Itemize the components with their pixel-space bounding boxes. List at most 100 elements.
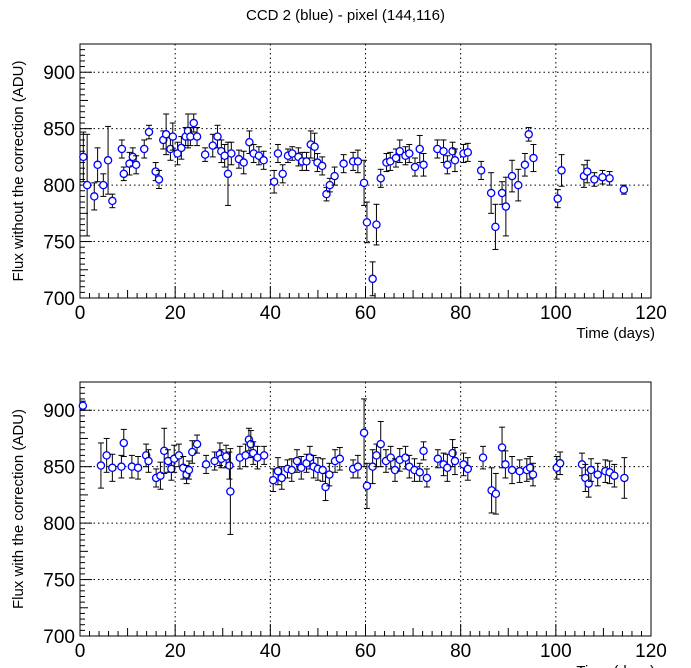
data-point — [317, 161, 327, 171]
data-point — [593, 470, 602, 479]
data-point — [297, 463, 306, 473]
data-point — [102, 451, 111, 460]
data-point — [302, 157, 311, 166]
y-tick-label: 850 — [43, 120, 75, 141]
data-series — [78, 398, 629, 535]
data-point — [273, 466, 283, 476]
data-point — [362, 218, 372, 227]
data-point — [582, 167, 592, 176]
data-point — [395, 146, 405, 156]
data-point — [520, 160, 530, 170]
data-point — [619, 185, 629, 194]
data-point — [201, 460, 211, 469]
data-point — [359, 428, 369, 438]
data-point — [491, 222, 500, 232]
data-point — [515, 466, 524, 476]
data-point — [590, 175, 599, 184]
x-tick-label: 0 — [75, 641, 86, 662]
x-tick-label: 40 — [260, 303, 281, 324]
data-point — [287, 149, 297, 158]
data-point — [79, 152, 88, 162]
x-axis-title: Time (days) — [576, 663, 655, 668]
data-point — [620, 473, 629, 483]
data-point — [448, 448, 457, 458]
data-point — [151, 167, 160, 176]
plot-frame — [79, 43, 652, 299]
data-point — [188, 447, 197, 457]
data-point — [586, 465, 596, 475]
y-tick-label: 700 — [43, 289, 75, 310]
data-point — [278, 169, 287, 179]
x-tick-label: 0 — [75, 303, 86, 324]
data-point — [310, 142, 319, 151]
y-tick-label: 700 — [43, 627, 75, 648]
data-point — [117, 462, 126, 471]
data-point — [463, 464, 473, 474]
x-tick-label: 60 — [355, 303, 376, 324]
data-point — [528, 470, 538, 479]
x-tick-label: 60 — [355, 641, 376, 662]
data-point — [422, 473, 432, 483]
data-point — [144, 127, 154, 137]
data-point — [557, 166, 566, 175]
data-point — [226, 487, 235, 496]
x-tick-label: 80 — [450, 303, 471, 324]
data-point — [154, 175, 164, 184]
data-point — [287, 465, 296, 475]
data-point — [273, 149, 283, 158]
data-point — [108, 463, 117, 473]
data-point — [144, 456, 153, 466]
data-point — [221, 452, 231, 461]
data-point — [330, 171, 339, 181]
data-point — [82, 180, 92, 190]
data-point — [391, 153, 401, 163]
data-point — [90, 192, 99, 201]
data-point — [553, 194, 562, 203]
data-point — [415, 468, 424, 477]
data-point — [443, 160, 452, 170]
panel-top: 0 20 40 60 80 100 120 700 750 800 850 900 Time (days… — [10, 43, 667, 342]
x-axis-title: Time (days) — [576, 325, 655, 342]
data-point — [497, 188, 507, 198]
data-point — [372, 220, 381, 229]
y-axis-title: Flux without the correction (ADU) — [10, 61, 27, 282]
data-point — [476, 166, 486, 175]
data-point — [128, 152, 138, 162]
data-point — [259, 156, 268, 165]
data-point — [139, 144, 149, 154]
y-axis-title: Flux with the correction (ADU) — [10, 409, 27, 609]
data-point — [225, 461, 234, 470]
data-point — [227, 149, 236, 158]
y-tick-label: 900 — [43, 401, 75, 422]
data-point — [133, 463, 143, 473]
data-point — [497, 443, 507, 452]
data-point — [486, 188, 496, 198]
x-tick-label: 80 — [450, 641, 471, 662]
data-point — [507, 171, 517, 181]
data-point — [353, 157, 363, 166]
data-point — [359, 178, 369, 188]
data-point — [117, 144, 127, 154]
data-point — [386, 453, 395, 462]
data-point — [213, 132, 222, 141]
data-point — [259, 451, 269, 460]
x-tick-label: 100 — [540, 303, 572, 324]
y-tick-label: 800 — [43, 514, 75, 535]
data-point — [513, 180, 523, 190]
data-point — [119, 438, 129, 448]
data-point — [168, 132, 178, 141]
plot-frame — [79, 381, 652, 637]
data-point — [362, 481, 372, 491]
data-point — [78, 401, 88, 410]
data-point — [268, 475, 278, 485]
data-point — [529, 153, 538, 163]
data-point — [524, 130, 533, 139]
y-tick-label: 750 — [43, 571, 75, 592]
data-point — [405, 149, 414, 158]
data-point — [501, 202, 511, 211]
x-tick-label: 120 — [635, 303, 667, 324]
data-point — [415, 144, 424, 154]
x-tick-label: 20 — [165, 303, 186, 324]
data-point — [450, 456, 460, 466]
